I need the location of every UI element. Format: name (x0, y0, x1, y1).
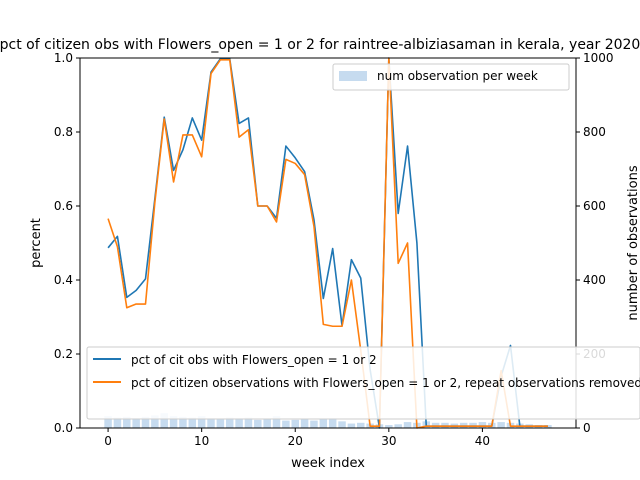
legend-bars-box (332, 63, 570, 91)
bar-week-18 (272, 416, 281, 428)
y2-tick-label: 600 (583, 199, 606, 213)
bar-week-13 (225, 417, 234, 428)
bar-week-27 (357, 422, 365, 428)
plot-frame (79, 57, 577, 429)
bar-week-3 (132, 418, 140, 428)
bar-week-22 (310, 420, 318, 428)
bar-week-14 (235, 418, 243, 428)
bar-week-26 (347, 423, 356, 428)
series-line-2 (107, 57, 548, 429)
bar-week-4 (141, 416, 150, 428)
legend-lines-box (86, 346, 640, 420)
bar-week-8 (179, 416, 187, 428)
x-tick-label: 40 (475, 434, 490, 448)
bar-week-15 (244, 417, 253, 428)
chart-title: pct of citizen obs with Flowers_open = 1… (0, 37, 640, 53)
bar-week-17 (263, 419, 271, 428)
y2-axis-label: number of observations (626, 165, 640, 320)
y-axis-label: percent (29, 218, 44, 268)
bar-week-16 (254, 419, 262, 428)
bar-week-11 (207, 418, 215, 428)
y-tick-label: 0.4 (54, 273, 73, 287)
x-tick-label: 0 (104, 434, 112, 448)
bar-week-20 (291, 419, 299, 428)
plot-border (79, 57, 577, 429)
legend-line-2-label: pct of citizen observations with Flowers… (131, 376, 640, 390)
x-tick-label: 10 (194, 434, 209, 448)
y-tick-label: 0.6 (54, 199, 73, 213)
x-tick-label: 30 (381, 434, 396, 448)
legend-bars: num observation per week (332, 63, 570, 91)
bar-week-0 (104, 416, 112, 428)
bar-week-24 (328, 418, 337, 428)
y-tick-label: 0.0 (54, 421, 73, 435)
bar-week-2 (123, 416, 131, 428)
y2-tick-label: 400 (583, 273, 606, 287)
lines-layer (107, 57, 548, 429)
y-tick-label: 1.0 (54, 51, 73, 65)
legend-bars-swatch (339, 71, 367, 81)
y-tick-label: 0.8 (54, 125, 73, 139)
legend-line-1-label: pct of cit obs with Flowers_open = 1 or … (131, 353, 377, 367)
y2-tick-label: 800 (583, 125, 606, 139)
y2-tick-label: 1000 (583, 51, 614, 65)
bar-week-47 (544, 425, 552, 428)
bar-week-31 (394, 424, 402, 428)
bar-week-5 (151, 415, 159, 428)
legend-bars-label: num observation per week (377, 69, 538, 83)
x-tick-label: 20 (288, 434, 303, 448)
bar-week-1 (113, 417, 122, 428)
legend-lines: pct of cit obs with Flowers_open = 1 or … (86, 346, 640, 420)
bar-week-7 (169, 416, 178, 428)
y-tick-label: 0.2 (54, 347, 73, 361)
bar-week-9 (188, 417, 197, 428)
bar-week-42 (497, 422, 505, 428)
bar-week-12 (216, 419, 225, 428)
y2-tick-label: 0 (583, 421, 591, 435)
bar-week-23 (319, 419, 328, 428)
bar-week-19 (282, 420, 290, 428)
bar-week-10 (197, 416, 206, 428)
bar-week-6 (160, 413, 168, 428)
bar-week-32 (403, 422, 412, 428)
bar-week-25 (338, 421, 346, 428)
bar-week-21 (300, 419, 309, 428)
bar-week-40 (478, 422, 487, 428)
bar-week-30 (385, 425, 393, 428)
x-axis-label: week index (291, 456, 365, 471)
